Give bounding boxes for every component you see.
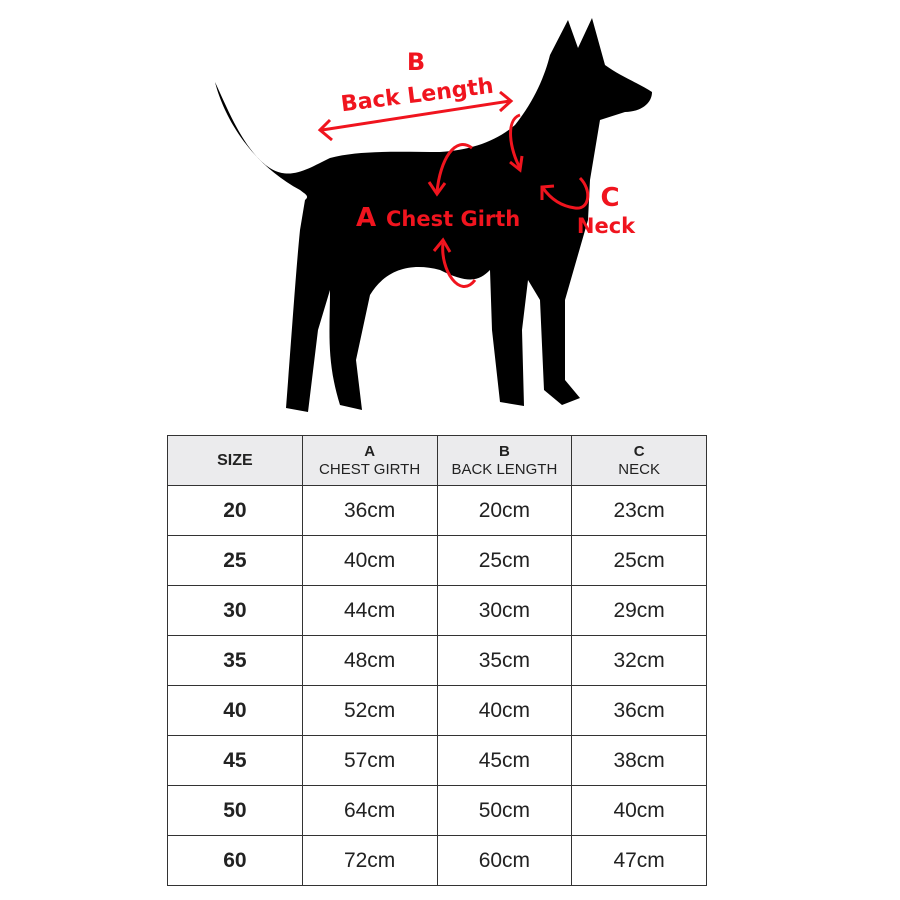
cell-chest-girth: 72cm — [301, 835, 438, 886]
header-size: SIZE — [167, 435, 303, 486]
cell-chest-girth: 52cm — [301, 685, 438, 736]
cell-neck: 29cm — [571, 585, 707, 636]
table-row: 35 48cm 35cm 32cm — [167, 635, 707, 686]
table-header-row: SIZE A CHEST GIRTH B BACK LENGTH C NECK — [167, 435, 707, 486]
cell-chest-girth: 64cm — [301, 785, 438, 836]
cell-back-length: 45cm — [436, 735, 573, 786]
c-label: Neck — [577, 214, 636, 238]
b-label: Back Length — [340, 74, 495, 118]
a-letter: A — [356, 203, 376, 233]
cell-chest-girth: 40cm — [301, 535, 438, 586]
cell-back-length: 35cm — [436, 635, 573, 686]
cell-neck: 47cm — [571, 835, 707, 886]
cell-back-length: 30cm — [436, 585, 573, 636]
table-row: 30 44cm 30cm 29cm — [167, 585, 707, 636]
measurement-arrows — [317, 90, 590, 288]
cell-chest-girth: 36cm — [301, 485, 438, 536]
cell-back-length: 25cm — [436, 535, 573, 586]
cell-back-length: 50cm — [436, 785, 573, 836]
header-chest-girth: A CHEST GIRTH — [301, 435, 438, 486]
cell-size: 45 — [167, 735, 303, 786]
cell-chest-girth: 57cm — [301, 735, 438, 786]
header-neck: C NECK — [571, 435, 707, 486]
table-row: 25 40cm 25cm 25cm — [167, 535, 707, 586]
cell-back-length: 20cm — [436, 485, 573, 536]
header-back-length: B BACK LENGTH — [436, 435, 573, 486]
cell-back-length: 60cm — [436, 835, 573, 886]
cell-size: 25 — [167, 535, 303, 586]
cell-size: 60 — [167, 835, 303, 886]
table-row: 40 52cm 40cm 36cm — [167, 685, 707, 736]
cell-back-length: 40cm — [436, 685, 573, 736]
size-chart-table: SIZE A CHEST GIRTH B BACK LENGTH C NECK 20 3… — [167, 435, 707, 886]
dog-silhouette — [215, 18, 652, 412]
cell-neck: 40cm — [571, 785, 707, 836]
cell-neck: 36cm — [571, 685, 707, 736]
cell-chest-girth: 44cm — [301, 585, 438, 636]
a-label: Chest Girth — [386, 207, 520, 231]
table-row: 45 57cm 45cm 38cm — [167, 735, 707, 786]
cell-neck: 32cm — [571, 635, 707, 686]
cell-neck: 23cm — [571, 485, 707, 536]
cell-chest-girth: 48cm — [301, 635, 438, 686]
cell-size: 35 — [167, 635, 303, 686]
table-row: 50 64cm 50cm 40cm — [167, 785, 707, 836]
dog-measurement-diagram: B Back Length A Chest Girth C Neck — [215, 18, 652, 412]
table-row: 20 36cm 20cm 23cm — [167, 485, 707, 536]
cell-size: 20 — [167, 485, 303, 536]
c-letter: C — [600, 183, 619, 213]
cell-neck: 25cm — [571, 535, 707, 586]
cell-size: 40 — [167, 685, 303, 736]
table-row: 60 72cm 60cm 47cm — [167, 835, 707, 886]
cell-size: 50 — [167, 785, 303, 836]
b-letter: B — [407, 48, 425, 76]
cell-size: 30 — [167, 585, 303, 636]
cell-neck: 38cm — [571, 735, 707, 786]
